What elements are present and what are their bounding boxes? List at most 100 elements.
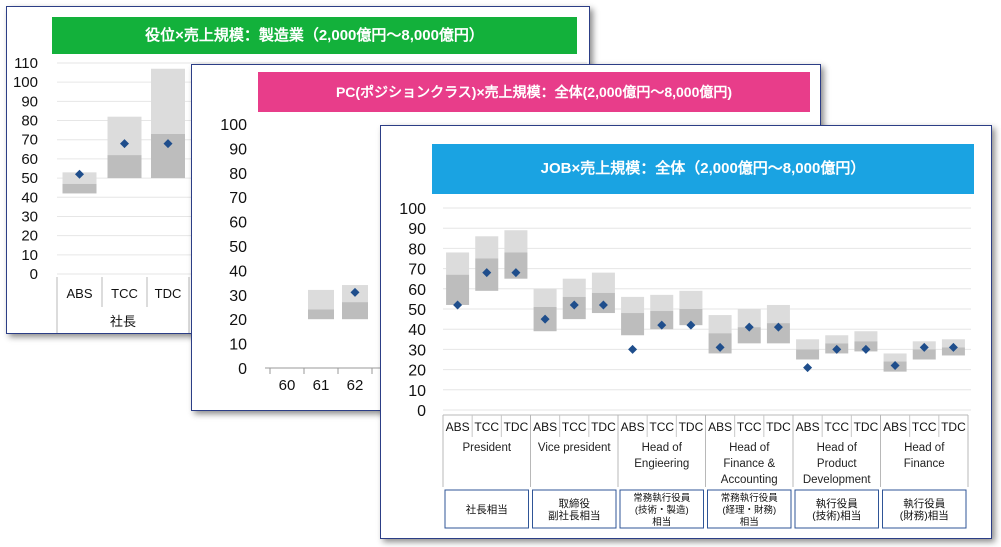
range-bar-upper: [621, 296, 645, 314]
jp-label-box: [707, 489, 792, 529]
chart-title: 役位×売上規模：製造業（2,000億円〜8,000億円）: [52, 17, 577, 54]
range-bar-lower: [912, 349, 936, 360]
group-label: Vice president: [538, 442, 611, 454]
median-marker: [163, 139, 173, 149]
y-tick-label: 100: [13, 74, 38, 91]
group-label: Finance: [904, 458, 945, 470]
median-marker: [803, 363, 813, 373]
x-category-label: TDC: [155, 286, 182, 301]
x-category-label: TDC: [591, 420, 616, 434]
y-tick-label: 40: [21, 189, 38, 206]
group-label: Development: [803, 474, 872, 486]
group-label: Head of: [817, 442, 858, 454]
median-marker: [540, 314, 550, 324]
group-label: President: [462, 442, 511, 454]
range-bar-upper: [825, 335, 849, 344]
median-marker: [120, 139, 129, 149]
x-category-label: ABS: [708, 420, 732, 434]
group-label: Head of: [904, 442, 945, 454]
x-category-label: TCC: [912, 420, 937, 434]
group-label: Accounting: [721, 474, 778, 486]
range-bar-lower: [766, 323, 790, 344]
median-marker: [948, 342, 958, 352]
range-bar-upper: [475, 236, 499, 259]
y-tick-label: 80: [408, 241, 426, 258]
median-marker: [890, 361, 900, 371]
jp-group-label: 常務執行役員: [633, 492, 691, 504]
x-category-label: TDC: [504, 420, 529, 434]
range-bar-upper: [591, 272, 615, 293]
range-bar-upper: [796, 339, 820, 350]
median-marker: [350, 287, 360, 297]
range-bar-lower: [650, 311, 674, 330]
y-tick-label: 90: [408, 221, 426, 238]
median-marker: [569, 300, 579, 310]
y-tick-label: 30: [229, 288, 247, 305]
median-marker: [75, 169, 84, 179]
jp-label-box: [794, 489, 879, 529]
jp-group-label: 社長相当: [466, 503, 508, 516]
y-tick-label: 40: [229, 263, 247, 280]
median-marker: [715, 342, 725, 352]
chart-title: JOB×売上規模：全体（2,000億円〜8,000億円）: [432, 144, 974, 194]
range-bar-upper: [766, 304, 790, 324]
median-marker: [919, 342, 929, 352]
x-category-label: TDC: [679, 420, 704, 434]
x-category-label: TCC: [111, 286, 138, 301]
jp-label-box: [532, 489, 617, 529]
y-tick-label: 10: [408, 383, 426, 400]
chart-title: PC(ポジションクラス)×売上規模：全体(2,000億円〜8,000億円): [258, 72, 810, 112]
range-bar-upper: [562, 278, 586, 297]
x-tick-label: 61: [313, 377, 330, 394]
y-tick-label: 90: [21, 93, 38, 110]
x-category-label: TCC: [737, 420, 762, 434]
y-tick-label: 80: [229, 166, 247, 183]
y-tick-label: 70: [408, 262, 426, 279]
range-bar-upper: [504, 230, 528, 253]
median-marker: [482, 268, 492, 278]
range-bar-lower: [308, 309, 334, 320]
range-bar-upper: [679, 290, 703, 309]
chart-panel-job: JOB×売上規模：全体（2,000億円〜8,000億円） 0 10 20 30 40 50…: [380, 125, 992, 539]
x-category-label: TDC: [766, 420, 791, 434]
jp-group-label: 執行役員: [816, 497, 858, 510]
y-tick-label: 60: [408, 282, 426, 299]
jp-group-label: 相当: [652, 516, 671, 528]
jp-group-label: (技術)相当: [812, 509, 861, 522]
jp-group-label: 執行役員: [903, 497, 945, 510]
y-tick-label: 30: [408, 342, 426, 359]
x-category-label: ABS: [621, 420, 645, 434]
x-category-label: TCC: [474, 420, 499, 434]
x-category-label: TCC: [824, 420, 849, 434]
median-marker: [744, 322, 754, 332]
group-label: Product: [817, 458, 857, 470]
group-label: 社長: [110, 314, 136, 329]
y-tick-label: 10: [229, 337, 247, 354]
y-tick-label: 20: [408, 363, 426, 380]
x-category-label: TCC: [562, 420, 587, 434]
y-tick-label: 10: [21, 247, 38, 264]
x-category-label: ABS: [446, 420, 470, 434]
y-tick-label: 50: [229, 239, 247, 256]
range-bar-upper: [854, 331, 878, 342]
x-category-label: TCC: [649, 420, 674, 434]
median-marker: [773, 322, 783, 332]
jp-group-label: 常務執行役員: [721, 492, 779, 504]
jp-group-label: 副社長相当: [548, 509, 601, 522]
range-bar-upper: [883, 353, 907, 362]
y-tick-label: 60: [229, 215, 247, 232]
y-tick-label: 90: [229, 141, 247, 158]
range-bar-upper: [650, 294, 674, 312]
range-bar-lower: [342, 302, 368, 320]
jp-group-label: (財務)相当: [900, 509, 949, 522]
x-tick-label: 62: [347, 377, 364, 394]
range-bar-lower: [107, 155, 142, 179]
range-bar-upper: [708, 315, 732, 334]
median-marker: [598, 300, 608, 310]
x-category-label: ABS: [883, 420, 907, 434]
x-category-label: TDC: [941, 420, 966, 434]
jp-group-label: (経理・財務): [722, 504, 776, 516]
y-tick-label: 50: [21, 170, 38, 187]
median-marker: [657, 320, 667, 330]
y-tick-label: 20: [21, 228, 38, 245]
